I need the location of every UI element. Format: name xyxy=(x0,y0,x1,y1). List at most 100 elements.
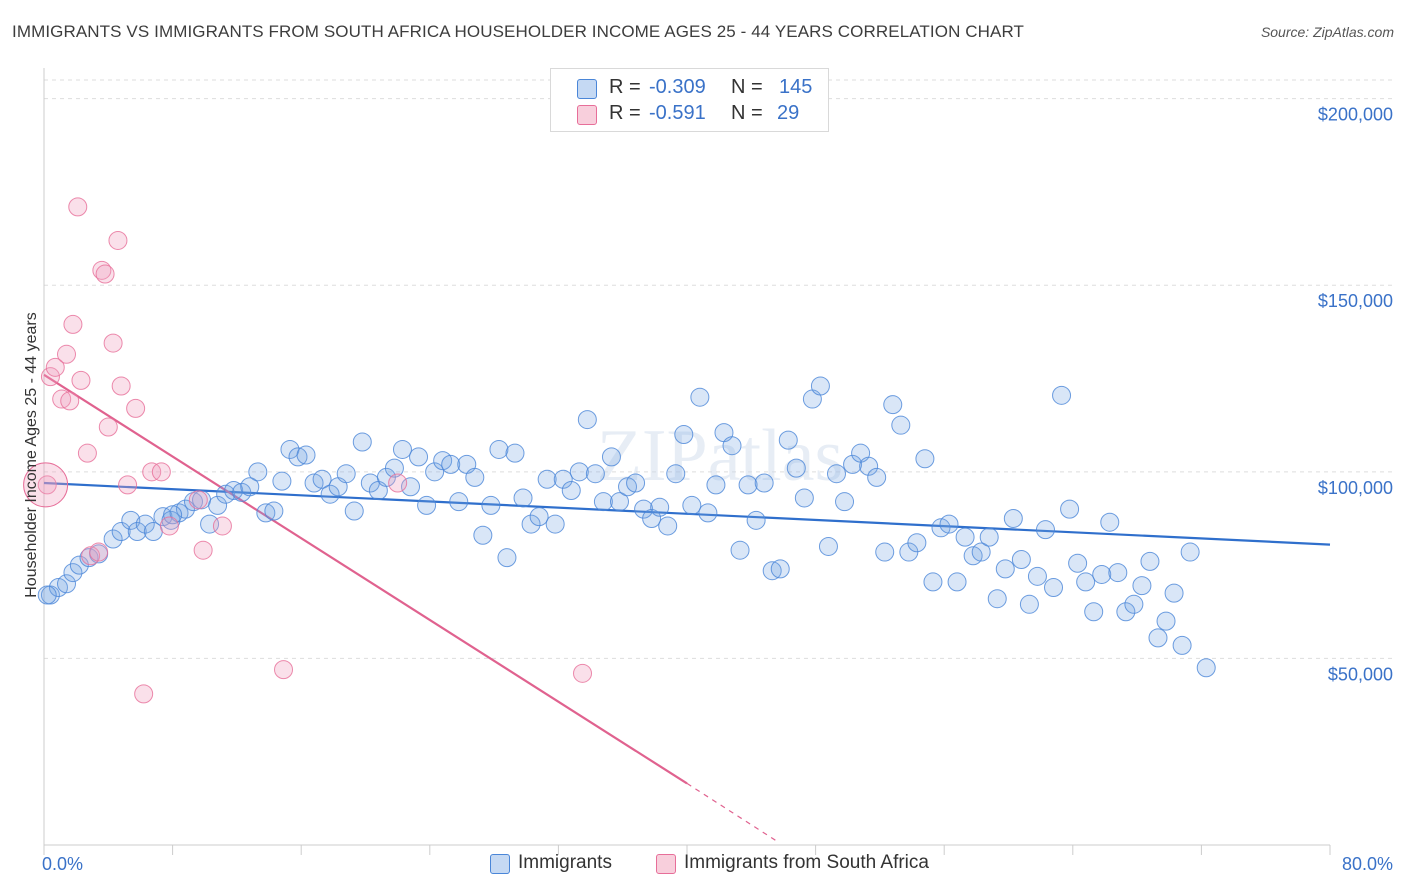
point-immigrants xyxy=(384,458,404,478)
point-immigrants xyxy=(449,492,469,512)
point-immigrants xyxy=(835,492,855,512)
y-tick-label: $100,000 xyxy=(1318,478,1393,498)
point-immigrants xyxy=(69,555,89,575)
point-immigrants xyxy=(553,469,573,489)
legend-swatch-blue xyxy=(490,854,510,874)
point-immigrants xyxy=(690,387,710,407)
point-immigrants xyxy=(127,522,147,542)
point-immigrants xyxy=(601,447,621,467)
point-immigrants xyxy=(505,443,525,463)
point-immigrants xyxy=(296,445,316,465)
point-immigrants xyxy=(1156,611,1176,631)
point-south-africa xyxy=(111,376,131,396)
point-immigrants xyxy=(465,467,485,487)
point-immigrants xyxy=(875,542,895,562)
point-south-africa xyxy=(60,391,80,411)
n-label: N = xyxy=(731,102,763,124)
point-immigrants xyxy=(826,464,846,484)
point-immigrants xyxy=(786,458,806,478)
trend-line-immigrants xyxy=(43,481,1331,546)
point-immigrants xyxy=(63,563,83,583)
point-south-africa xyxy=(274,660,294,680)
legend-label: Immigrants from South Africa xyxy=(684,852,929,873)
legend-label: Immigrants xyxy=(518,852,612,873)
point-immigrants xyxy=(722,436,742,456)
point-immigrants xyxy=(417,495,437,515)
point-immigrants xyxy=(1092,564,1112,584)
trend-lines xyxy=(43,373,1331,842)
point-south-africa xyxy=(95,264,115,284)
y-axis-label: Householder Income Ages 25 - 44 years xyxy=(23,312,40,598)
point-immigrants xyxy=(577,410,597,430)
point-immigrants xyxy=(923,572,943,592)
point-immigrants xyxy=(336,464,356,484)
point-immigrants xyxy=(746,510,766,530)
point-south-africa xyxy=(63,314,83,334)
point-immigrants xyxy=(971,542,991,562)
point-immigrants xyxy=(344,501,364,521)
point-immigrants xyxy=(256,503,276,523)
r-value: -0.591 xyxy=(649,102,706,124)
point-immigrants xyxy=(609,492,629,512)
point-immigrants xyxy=(979,527,999,547)
legend-swatch-pink xyxy=(577,105,597,125)
point-immigrants xyxy=(409,447,429,467)
chart-title: IMMIGRANTS VS IMMIGRANTS FROM SOUTH AFRI… xyxy=(12,22,1025,41)
point-immigrants xyxy=(706,475,726,495)
point-south-africa xyxy=(212,516,232,536)
point-immigrants xyxy=(175,499,195,519)
point-immigrants xyxy=(169,503,189,523)
point-immigrants xyxy=(1116,602,1136,622)
point-south-africa xyxy=(159,516,179,536)
n-label: N = xyxy=(731,76,763,98)
point-south-africa xyxy=(151,462,171,482)
point-immigrants xyxy=(939,514,959,534)
point-immigrants xyxy=(473,525,493,545)
point-immigrants xyxy=(1003,508,1023,528)
point-immigrants xyxy=(1076,572,1096,592)
point-immigrants xyxy=(794,488,814,508)
point-immigrants xyxy=(1108,563,1128,583)
point-immigrants xyxy=(521,514,541,534)
point-immigrants xyxy=(626,473,646,493)
point-immigrants xyxy=(288,447,308,467)
point-immigrants xyxy=(593,492,613,512)
point-immigrants xyxy=(907,533,927,553)
point-immigrants xyxy=(425,462,445,482)
point-immigrants xyxy=(1196,658,1216,678)
point-immigrants xyxy=(1132,576,1152,596)
point-immigrants xyxy=(1148,628,1168,648)
point-immigrants xyxy=(947,572,967,592)
point-immigrants xyxy=(1100,512,1120,532)
point-immigrants xyxy=(1068,553,1088,573)
point-immigrants xyxy=(545,514,565,534)
point-south-africa xyxy=(52,389,72,409)
point-immigrants xyxy=(762,561,782,581)
point-immigrants xyxy=(441,454,461,474)
point-immigrants xyxy=(320,484,340,504)
r-value: -0.309 xyxy=(649,76,706,98)
point-immigrants xyxy=(658,516,678,536)
legend-swatch-blue xyxy=(577,79,597,99)
point-immigrants xyxy=(1027,566,1047,586)
point-immigrants xyxy=(264,501,284,521)
r-label: R = xyxy=(609,76,641,98)
point-immigrants xyxy=(1011,550,1031,570)
point-immigrants xyxy=(1140,551,1160,571)
correlation-legend: R = -0.309 N = 145 R = -0.591 N = 29 xyxy=(550,68,829,132)
y-tick-label: $50,000 xyxy=(1328,664,1393,684)
watermark: ZIPatlas xyxy=(597,415,844,497)
point-immigrants xyxy=(698,503,718,523)
point-immigrants xyxy=(135,514,155,534)
point-south-africa xyxy=(134,684,154,704)
legend-swatch-pink xyxy=(656,854,676,874)
point-south-africa xyxy=(573,663,593,683)
point-south-africa xyxy=(118,475,138,495)
point-immigrants xyxy=(585,464,605,484)
point-immigrants xyxy=(248,462,268,482)
point-immigrants xyxy=(37,585,57,605)
point-south-africa xyxy=(92,260,112,280)
point-immigrants xyxy=(843,454,863,474)
point-south-africa xyxy=(40,367,60,387)
